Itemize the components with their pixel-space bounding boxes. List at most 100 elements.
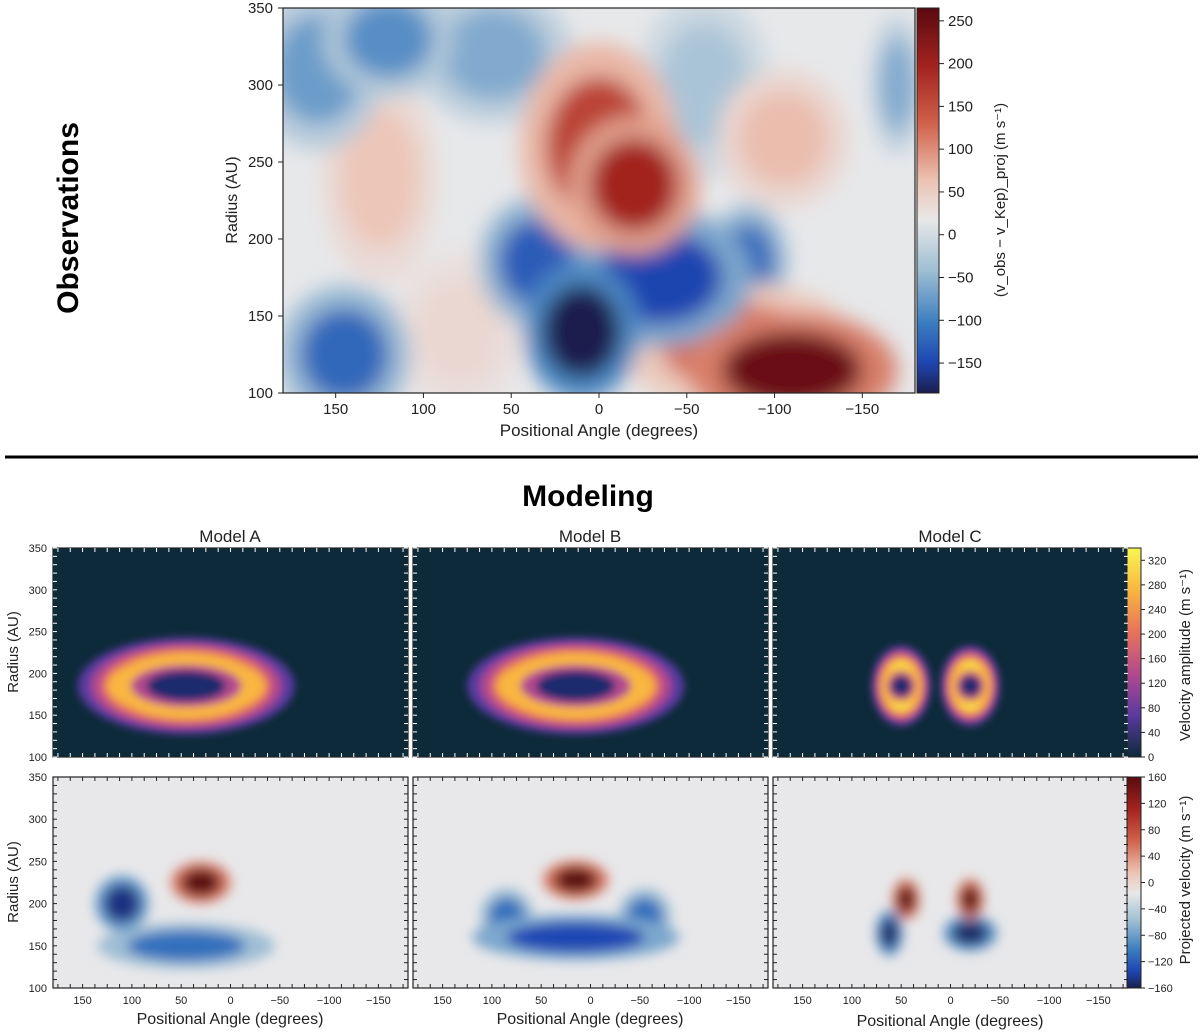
observations-cbar-tick-label-3: 100 <box>948 141 973 158</box>
model-c-projected-cbar-tick-label-5: −40 <box>1148 904 1167 916</box>
model-c-amplitude-cbar-tick-label-4: 160 <box>1148 654 1166 666</box>
model-c-amplitude-cbar-tick-label-0: 320 <box>1148 555 1166 567</box>
model-b-xlabel: Positional Angle (degrees) <box>497 1011 684 1028</box>
observations-xtick-label-6: −150 <box>845 401 879 418</box>
model-c-amplitude-cbar-tick-label-3: 200 <box>1148 629 1166 641</box>
observations-colorbar-label: (v_obs − v_Kep)_proj (m s⁻¹) <box>992 103 1009 297</box>
observations-xtick-label-1: 100 <box>411 401 436 418</box>
model-c-projected-xtick-label-1: 100 <box>843 995 861 1007</box>
projected-colorbar-label: Projected velocity (m s⁻¹) <box>1177 796 1194 965</box>
observations-feature-0 <box>542 285 621 378</box>
model-b-projected-feature-1 <box>506 922 645 953</box>
model-amplitude-ylabel: Radius (AU) <box>5 611 22 693</box>
model-c-projected-cbar-tick-label-6: −80 <box>1148 930 1167 942</box>
observations-cbar-tick-label-5: 0 <box>948 227 956 244</box>
model-c-projected-chart: Positional Angle (degrees) 160 120 80 40 0 −4… <box>772 772 1194 1030</box>
model-c-projected-xtick-label-5: −100 <box>1037 995 1062 1007</box>
model-b-projected-feature-0 <box>554 867 598 893</box>
observations-xtick-label-5: −100 <box>758 401 792 418</box>
model-a-amplitude-ytick-label-1: 150 <box>29 710 47 722</box>
model-b-projected-xtick-label-0: 150 <box>433 995 451 1007</box>
observations-ytick-label-1: 150 <box>248 308 273 325</box>
model-a-projected-ytick-label-4: 300 <box>29 814 47 826</box>
model-a-projected-feature-0 <box>181 868 221 897</box>
model-c-title: Model C <box>918 527 981 546</box>
model-c-amplitude-chart: Model C 320 280 240 200 160 120 80 40 0 Velocity… <box>772 527 1194 764</box>
model-a-projected-xtick-label-1: 100 <box>123 995 141 1007</box>
model-a-amplitude-ytick-label-5: 350 <box>29 543 47 555</box>
observations-feature-4 <box>300 308 389 393</box>
model-a-projected-feature-2 <box>126 930 246 961</box>
observations-cbar-tick-label-1: 200 <box>948 56 973 73</box>
observations-chart: 150 100 50 0 −50 −100 −150 100150200250300350 … <box>224 0 1009 440</box>
model-c-amplitude-ring-1-center <box>960 675 981 696</box>
observations-xtick-label-3: 0 <box>595 401 603 418</box>
model-c-projected-cbar-tick-label-3: 40 <box>1148 851 1160 863</box>
observations-cbar-tick-label-7: −100 <box>948 312 982 329</box>
observations-colorbar <box>916 7 940 394</box>
observations-xlabel: Positional Angle (degrees) <box>500 421 698 440</box>
model-a-projected-ytick-label-5: 350 <box>29 772 47 784</box>
model-b-projected-xtick-label-2: 50 <box>535 995 547 1007</box>
amplitude-colorbar <box>1126 547 1142 758</box>
observations-feature-7 <box>441 8 547 101</box>
model-a-xlabel: Positional Angle (degrees) <box>137 1011 324 1028</box>
model-a-projected-feature-1 <box>104 885 140 923</box>
model-c-projected-cbar-tick-label-7: −120 <box>1148 957 1173 969</box>
model-c-projected-cbar-tick-label-1: 120 <box>1148 798 1166 810</box>
model-b-projected-xtick-label-6: −150 <box>726 995 751 1007</box>
observations-ytick-label-3: 250 <box>248 154 273 171</box>
model-b-amplitude-chart: Model B <box>412 527 769 758</box>
model-c-projected-feature-3 <box>952 921 988 945</box>
model-c-amplitude-cbar-tick-label-8: 0 <box>1148 752 1154 764</box>
model-c-projected-cbar-tick-label-2: 80 <box>1148 825 1160 837</box>
model-a-amplitude-ytick-label-4: 300 <box>29 585 47 597</box>
model-a-projected-xtick-label-3: 0 <box>227 995 233 1007</box>
observations-cbar-tick-label-2: 150 <box>948 98 973 115</box>
model-b-projected-xtick-label-5: −100 <box>677 995 702 1007</box>
observations-ylabel: Radius (AU) <box>224 156 241 243</box>
model-a-projected-ytick-label-1: 150 <box>29 941 47 953</box>
observations-xtick-label-4: −50 <box>674 401 699 418</box>
model-c-amplitude-cbar-tick-label-5: 120 <box>1148 678 1166 690</box>
model-c-projected-xtick-label-4: −50 <box>990 995 1009 1007</box>
model-a-amplitude-ytick-label-0: 100 <box>29 752 47 764</box>
model-c-amplitude-ring-0-center <box>891 675 912 696</box>
model-c-projected-cbar-tick-label-0: 160 <box>1148 772 1166 784</box>
observations-cbar-tick-label-0: 250 <box>948 13 973 30</box>
observations-feature-12 <box>721 331 863 393</box>
model-a-amplitude-ring-0-center <box>146 670 226 701</box>
observations-title: Observations <box>52 122 85 314</box>
projected-colorbar <box>1126 776 1142 989</box>
model-a-projected-xtick-label-2: 50 <box>175 995 187 1007</box>
modeling-title: Modeling <box>522 480 654 513</box>
model-c-amplitude-cbar-tick-label-6: 80 <box>1148 703 1160 715</box>
model-projected-ylabel: Radius (AU) <box>5 841 22 923</box>
model-c-projected-cbar-tick-label-8: −160 <box>1148 983 1173 995</box>
observations-feature-14 <box>340 108 419 247</box>
model-c-projected-bg <box>773 777 1128 988</box>
amplitude-colorbar-label: Velocity amplitude (m s⁻¹) <box>1177 569 1194 741</box>
model-c-projected-xtick-label-0: 150 <box>793 995 811 1007</box>
model-b-amplitude-ring-0-center <box>536 670 616 701</box>
observations-cbar-tick-label-8: −150 <box>948 355 982 372</box>
model-c-projected-cbar-tick-label-4: 0 <box>1148 878 1154 890</box>
model-b-projected-xtick-label-1: 100 <box>483 995 501 1007</box>
model-a-amplitude-ytick-label-3: 250 <box>29 627 47 639</box>
observations-feature-11 <box>590 138 678 232</box>
observations-feature-9 <box>879 38 915 132</box>
observations-feature-6 <box>344 8 433 78</box>
observations-cbar-tick-label-6: −50 <box>948 270 973 287</box>
model-a-projected-xtick-label-6: −150 <box>366 995 391 1007</box>
model-c-projected-xtick-label-2: 50 <box>895 995 907 1007</box>
model-c-projected-feature-1 <box>961 885 980 913</box>
observations-xtick-label-0: 150 <box>323 401 348 418</box>
model-b-projected-xtick-label-4: −50 <box>630 995 649 1007</box>
observations-ytick-label-4: 300 <box>248 77 273 94</box>
model-c-projected-xtick-label-3: 0 <box>947 995 953 1007</box>
model-a-projected-ytick-label-2: 200 <box>29 899 47 911</box>
model-a-projected-xtick-label-4: −50 <box>270 995 289 1007</box>
model-a-projected-chart: Positional Angle (degrees) <box>52 776 409 1028</box>
model-a-projected-ytick-label-3: 250 <box>29 856 47 868</box>
